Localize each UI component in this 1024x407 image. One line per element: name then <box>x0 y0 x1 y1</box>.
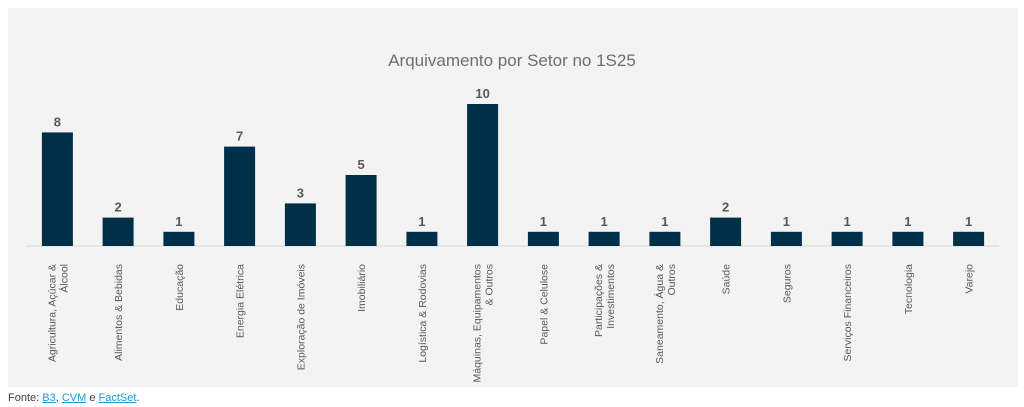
data-label: 8 <box>54 114 61 129</box>
data-label: 1 <box>904 214 911 229</box>
data-label: 7 <box>236 129 243 144</box>
bar <box>467 104 499 246</box>
data-label: 10 <box>475 86 489 101</box>
chart-panel: Arquivamento por Setor no 1S25 8 2 1 7 3 5 1 10… <box>8 8 1018 387</box>
bar <box>831 231 863 246</box>
x-tick-label: Papel & Celulose <box>538 264 550 345</box>
source-link-b3[interactable]: B3 <box>42 392 56 404</box>
bar <box>406 231 438 246</box>
source-note: Fonte: B3, CVM e FactSet. <box>8 392 140 404</box>
source-separator: , <box>55 392 62 404</box>
source-link-factset[interactable]: FactSet <box>98 392 137 404</box>
data-label: 1 <box>540 214 547 229</box>
data-label: 1 <box>843 214 850 229</box>
x-tick-label: Saneamento, Água &Outros <box>653 264 678 364</box>
bar-chart: Arquivamento por Setor no 1S25 8 2 1 7 3 5 1 10… <box>26 51 999 383</box>
data-label: 2 <box>722 200 729 215</box>
x-tick-label: Alimentos & Bebidas <box>113 264 125 361</box>
x-tick-label: Máquinas, Equipamentos& Outros <box>472 264 496 383</box>
x-tick-label: Saúde <box>721 264 733 295</box>
bar <box>102 217 134 246</box>
data-label: 1 <box>965 214 972 229</box>
bar <box>41 132 73 246</box>
x-tick-label: Energia Elétrica <box>235 264 247 338</box>
chart-title: Arquivamento por Setor no 1S25 <box>388 51 636 70</box>
x-tick-label: Imobiliário <box>356 264 368 312</box>
x-tick-label: Logística & Rodovias <box>417 264 429 363</box>
source-separator: e <box>86 392 99 404</box>
bar <box>284 203 316 246</box>
x-tick-label: Varejo <box>964 264 976 294</box>
x-tick-label: Tecnologia <box>903 264 915 314</box>
x-tick-label: Participações &Investimentos <box>593 264 617 337</box>
bar <box>649 231 681 246</box>
bar <box>345 175 377 246</box>
bar <box>710 217 742 246</box>
bar <box>224 146 256 246</box>
data-label: 1 <box>783 214 790 229</box>
x-tick-label: Educação <box>174 264 186 311</box>
bar <box>163 231 195 246</box>
data-label: 5 <box>357 157 364 172</box>
x-tick-label: Exploração de Imóveis <box>295 264 307 370</box>
data-labels-layer: 8 2 1 7 3 5 1 10 1 1 1 2 1 1 1 1 <box>54 86 972 229</box>
bar <box>953 231 985 246</box>
data-label: 1 <box>661 214 668 229</box>
x-tick-label: Serviços Financeiros <box>842 264 854 361</box>
data-label: 3 <box>297 185 304 200</box>
bars-layer <box>41 104 985 246</box>
data-label: 1 <box>600 214 607 229</box>
bar <box>527 231 559 246</box>
source-suffix: . <box>136 392 140 404</box>
bar <box>588 231 620 246</box>
data-label: 1 <box>418 214 425 229</box>
x-tick-label: Seguros <box>781 264 793 303</box>
data-label: 1 <box>175 214 182 229</box>
data-label: 2 <box>114 200 121 215</box>
bar <box>892 231 924 246</box>
x-tick-labels-layer: Agricultura, Açúcar &Álcool Alimentos & B… <box>46 264 975 383</box>
bar <box>770 231 802 246</box>
x-tick-label: Agricultura, Açúcar &Álcool <box>46 264 70 362</box>
source-prefix: Fonte: <box>8 392 43 404</box>
source-link-cvm[interactable]: CVM <box>61 392 87 404</box>
